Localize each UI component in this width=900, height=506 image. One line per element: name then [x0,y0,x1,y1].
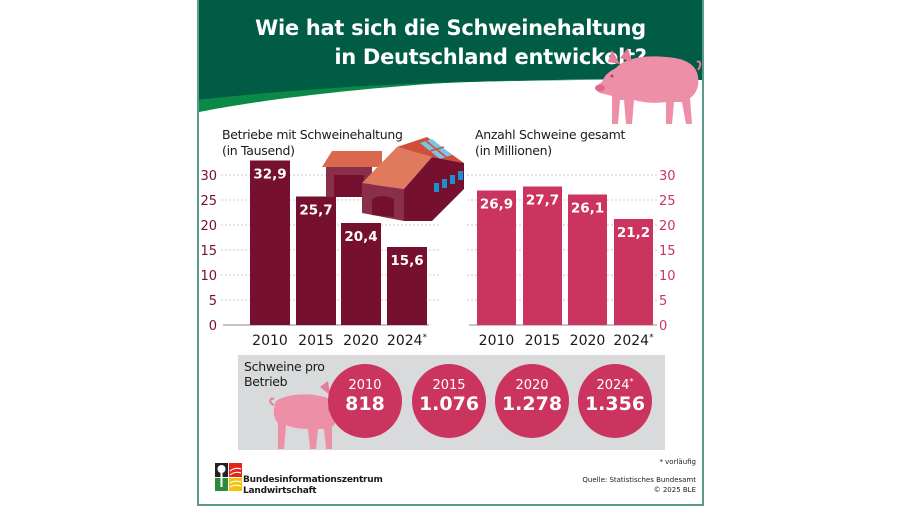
pigs-ytick-label: 5 [659,294,667,309]
pigs-category-label: 2024* [613,333,654,349]
title-line-2: in Deutschland entwickelt? [334,45,647,69]
pigs-per-farm-label: Schweine pro Betrieb [244,359,325,389]
pigs-ytick-label: 20 [659,219,676,234]
header-swoosh [199,80,579,112]
farms-bar-2010 [250,160,290,325]
pigs-per-farm-circle-2024: 2024* 1.356 [578,364,652,438]
farms-chart-title: Betriebe mit Schweinehaltung (in Tausend… [222,127,403,159]
pigs-bar-2024 [614,219,653,325]
farms-value-label: 25,7 [299,203,332,219]
circle-value: 818 [345,393,385,415]
pigs-bar-2020 [568,194,607,325]
farms-bar-2024 [387,247,427,325]
source-credit: Quelle: Statistisches Bundesamt © 2025 B… [582,475,696,495]
pigs-ytick-label: 10 [659,269,676,284]
pigs-per-farm-circle-2020: 2020 1.278 [495,364,569,438]
pigs-per-farm-label-line1: Schweine pro [244,359,325,374]
pigs-chart-subtitle: (in Millionen) [475,143,552,158]
farms-value-label: 32,9 [253,167,286,183]
farms-ytick-label: 25 [200,194,217,209]
farms-ytick-label: 20 [200,219,217,234]
infographic-card: Wie hat sich die Schweinehaltung in Deut… [197,0,704,506]
pig-icon [595,48,702,124]
header-banner [199,0,702,112]
org-name: Bundesinformationszentrum Landwirtschaft [243,475,383,497]
pigs-per-farm-circle-2010: 2010 818 [328,364,402,438]
ble-logo-icon [215,463,242,491]
farms-category-label: 2020 [343,333,379,349]
farms-value-label: 20,4 [344,229,377,245]
pigs-category-label: 2010 [479,333,515,349]
farms-chart-subtitle: (in Tausend) [222,143,295,158]
farms-category-label: 2010 [252,333,288,349]
pigs-ytick-label: 30 [659,169,676,184]
copyright-text: © 2025 BLE [653,486,696,494]
pigs-ytick-label: 25 [659,194,676,209]
pigs-bar-2015 [523,186,562,325]
farms-chart-title-text: Betriebe mit Schweinehaltung [222,127,403,142]
pigs-value-label: 21,2 [617,225,650,241]
farms-bar-2020 [341,223,381,325]
farms-ytick-label: 0 [209,319,217,334]
pigs-value-label: 27,7 [526,193,559,209]
farms-ytick-label: 5 [209,294,217,309]
pigs-value-label: 26,9 [480,197,513,213]
org-name-line2: Landwirtschaft [243,486,317,496]
header-background [199,0,702,100]
pigs-ytick-label: 15 [659,244,676,259]
circle-year: 2015 [432,378,466,393]
circle-year: 2024* [596,377,634,394]
barn-icon [322,137,464,221]
page-title: Wie hat sich die Schweinehaltung in Deut… [199,14,702,72]
farms-ytick-label: 15 [200,244,217,259]
farms-category-label: 2015 [298,333,334,349]
pigs-per-farm-panel: Schweine pro Betrieb 2010 818 2015 1.076 202… [238,355,665,450]
pigs-per-farm-label-line2: Betrieb [244,374,288,389]
farms-bar-2015 [296,196,336,325]
farms-value-label: 15,6 [390,253,423,269]
pigs-per-farm-circle-2015: 2015 1.076 [412,364,486,438]
farms-ytick-label: 10 [200,269,217,284]
circle-value: 1.278 [501,393,563,415]
pigs-ytick-label: 0 [659,319,667,334]
circle-year: 2010 [348,378,382,393]
pigs-value-label: 26,1 [571,201,604,217]
pigs-chart: 0 5 10 15 20 25 30 26,9 2010 27,7 2015 26,1 2020 21,2… [469,169,676,349]
circle-value: 1.076 [418,393,480,415]
circle-value: 1.356 [584,393,646,415]
pigs-chart-title-text: Anzahl Schweine gesamt [475,127,626,142]
pigs-category-label: 2020 [570,333,606,349]
pigs-bar-2010 [477,190,516,325]
farms-chart: 0 5 10 15 20 25 30 32,9 2010 25,7 2015 20,4 2020 15,6… [200,160,429,349]
pigs-chart-title: Anzahl Schweine gesamt (in Millionen) [475,127,625,159]
title-line-1: Wie hat sich die Schweinehaltung [255,16,646,40]
pigs-category-label: 2015 [525,333,561,349]
farms-category-label: 2024* [387,333,428,349]
footnote: * vorläufig [659,458,696,466]
source-text: Quelle: Statistisches Bundesamt [582,476,696,484]
farms-ytick-label: 30 [200,169,217,184]
org-name-line1: Bundesinformationszentrum [243,475,383,485]
circle-year: 2020 [515,378,549,393]
